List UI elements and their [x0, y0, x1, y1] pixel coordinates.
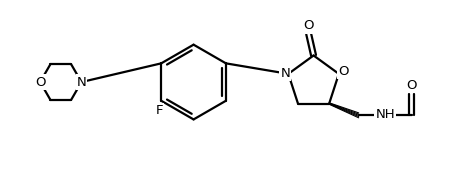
Text: F: F [155, 104, 162, 117]
Text: H: H [384, 107, 394, 120]
Text: NH: NH [374, 108, 394, 121]
Text: N: N [76, 75, 86, 89]
Text: N: N [280, 67, 289, 80]
Text: O: O [338, 65, 348, 78]
Text: O: O [303, 20, 313, 32]
Text: O: O [35, 75, 45, 89]
Text: O: O [406, 79, 416, 92]
